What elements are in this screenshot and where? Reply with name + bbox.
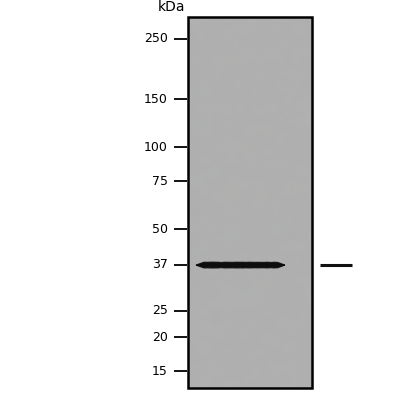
Text: kDa: kDa [158,0,186,14]
Text: 15: 15 [152,365,168,378]
Text: 100: 100 [144,141,168,154]
Text: 250: 250 [144,32,168,45]
Text: 25: 25 [152,304,168,317]
Text: 150: 150 [144,93,168,106]
Text: 20: 20 [152,331,168,344]
Text: 37: 37 [152,258,168,271]
Text: 75: 75 [152,174,168,188]
Bar [188,17,312,388]
Text: 50: 50 [152,222,168,236]
